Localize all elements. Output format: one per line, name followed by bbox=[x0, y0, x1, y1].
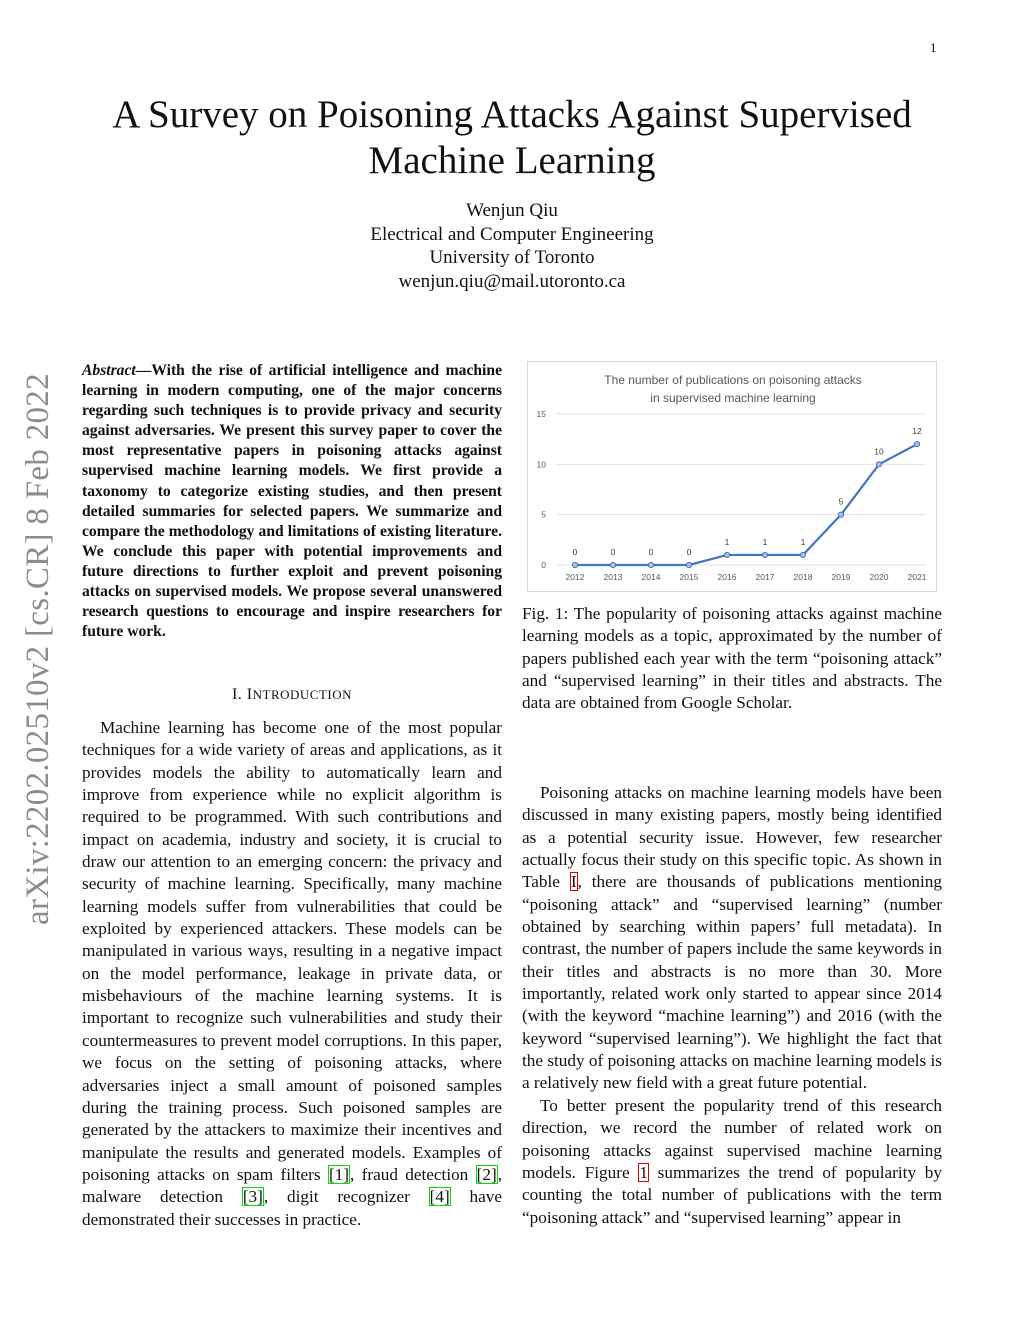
figure-1-chart: The number of publications on poisoning … bbox=[527, 361, 937, 592]
x-tick-label: 2017 bbox=[756, 572, 775, 582]
x-tick-label: 2020 bbox=[870, 572, 889, 582]
citation-link[interactable]: [2] bbox=[475, 1164, 498, 1184]
data-point bbox=[685, 561, 693, 569]
author-department: Electrical and Computer Engineering bbox=[370, 223, 654, 245]
data-label: 0 bbox=[611, 547, 616, 557]
text-run: have demonstrated their successes in pra… bbox=[82, 1187, 502, 1229]
data-point bbox=[723, 551, 731, 559]
x-tick-label: 2019 bbox=[832, 572, 851, 582]
author-affiliation: University of Toronto bbox=[429, 247, 595, 268]
x-tick-label: 2014 bbox=[642, 572, 661, 582]
text-run: , malware detection bbox=[82, 1164, 502, 1207]
abstract: Abstract—With the rise of artificial int… bbox=[82, 361, 502, 642]
x-tick-label: 2013 bbox=[604, 572, 623, 582]
data-point bbox=[571, 561, 579, 569]
chart-title-line2: in supervised machine learning bbox=[650, 391, 815, 405]
text-run: summarizes the trend of popularity by co… bbox=[522, 1162, 942, 1227]
data-label: 12 bbox=[912, 426, 922, 436]
citation-link[interactable]: [3] bbox=[241, 1187, 264, 1207]
left-column-body: Machine learning has become one of the m… bbox=[82, 717, 502, 1231]
y-tick-label: 10 bbox=[537, 459, 547, 469]
series-line bbox=[575, 443, 918, 567]
text-run: To better present the popularity trend o… bbox=[522, 1095, 942, 1182]
abstract-text: —With the rise of artificial intelligenc… bbox=[82, 362, 502, 641]
abstract-label: Abstract bbox=[82, 362, 136, 379]
cross-reference-link[interactable]: I bbox=[569, 872, 578, 892]
data-point bbox=[761, 551, 769, 559]
y-tick-label: 15 bbox=[537, 409, 547, 419]
y-tick-label: 5 bbox=[541, 510, 546, 520]
x-tick-label: 2021 bbox=[908, 572, 927, 582]
text-run: , fraud detection bbox=[349, 1164, 476, 1184]
data-label: 1 bbox=[763, 537, 768, 547]
paragraph: Poisoning attacks on machine learning mo… bbox=[522, 782, 942, 1095]
x-tick-label: 2015 bbox=[680, 572, 699, 582]
paragraph: To better present the popularity trend o… bbox=[522, 1095, 942, 1229]
chart-svg: The number of publications on poisoning … bbox=[537, 373, 927, 582]
data-label: 0 bbox=[573, 547, 578, 557]
author-email[interactable]: wenjun.qiu@mail.utoronto.ca bbox=[398, 270, 626, 292]
data-point bbox=[799, 551, 807, 559]
chart-title: The number of publications on poisoning … bbox=[604, 373, 862, 387]
page-number: 1 bbox=[930, 40, 937, 55]
author-block: Wenjun Qiu Electrical and Computer Engin… bbox=[262, 199, 762, 293]
author-name: Wenjun Qiu bbox=[466, 200, 558, 221]
data-label: 10 bbox=[874, 446, 884, 456]
figure-caption: Fig. 1: The popularity of poisoning atta… bbox=[522, 604, 942, 713]
cross-reference-link[interactable]: 1 bbox=[638, 1162, 649, 1182]
y-tick-label: 0 bbox=[541, 560, 546, 570]
data-label: 0 bbox=[687, 547, 692, 557]
paper-title: A Survey on Poisoning Attacks Against Su… bbox=[112, 93, 912, 182]
text-run: Poisoning attacks on machine learning mo… bbox=[522, 783, 942, 892]
x-tick-label: 2012 bbox=[566, 572, 585, 582]
text-run: , there are thousands of publications me… bbox=[522, 872, 942, 1093]
arxiv-stamp: arXiv:2202.02510v2 [cs.CR] 8 Feb 2022 bbox=[20, 373, 56, 925]
section-title-initial: I bbox=[246, 686, 253, 703]
data-label: 1 bbox=[725, 537, 730, 547]
text-run: , digit recognizer bbox=[263, 1187, 429, 1207]
text-run: Machine learning has become one of the m… bbox=[82, 718, 502, 1184]
right-column-body: Poisoning attacks on machine learning mo… bbox=[522, 782, 942, 1229]
x-tick-label: 2016 bbox=[718, 572, 737, 582]
data-point bbox=[913, 441, 921, 448]
data-label: 0 bbox=[649, 547, 654, 557]
citation-link[interactable]: [1] bbox=[327, 1164, 350, 1184]
data-point bbox=[837, 511, 845, 518]
citation-link[interactable]: [4] bbox=[428, 1187, 451, 1207]
data-point bbox=[609, 561, 617, 569]
data-point bbox=[875, 461, 883, 468]
paragraph: Machine learning has become one of the m… bbox=[82, 717, 502, 1231]
data-label: 1 bbox=[801, 537, 806, 547]
section-number: I. bbox=[231, 686, 243, 703]
data-point bbox=[647, 561, 655, 569]
section-heading-introduction: I. INTRODUCTION bbox=[82, 686, 502, 704]
x-tick-label: 2018 bbox=[794, 572, 813, 582]
data-label: 5 bbox=[839, 497, 844, 507]
section-title-rest: NTRODUCTION bbox=[252, 687, 353, 702]
